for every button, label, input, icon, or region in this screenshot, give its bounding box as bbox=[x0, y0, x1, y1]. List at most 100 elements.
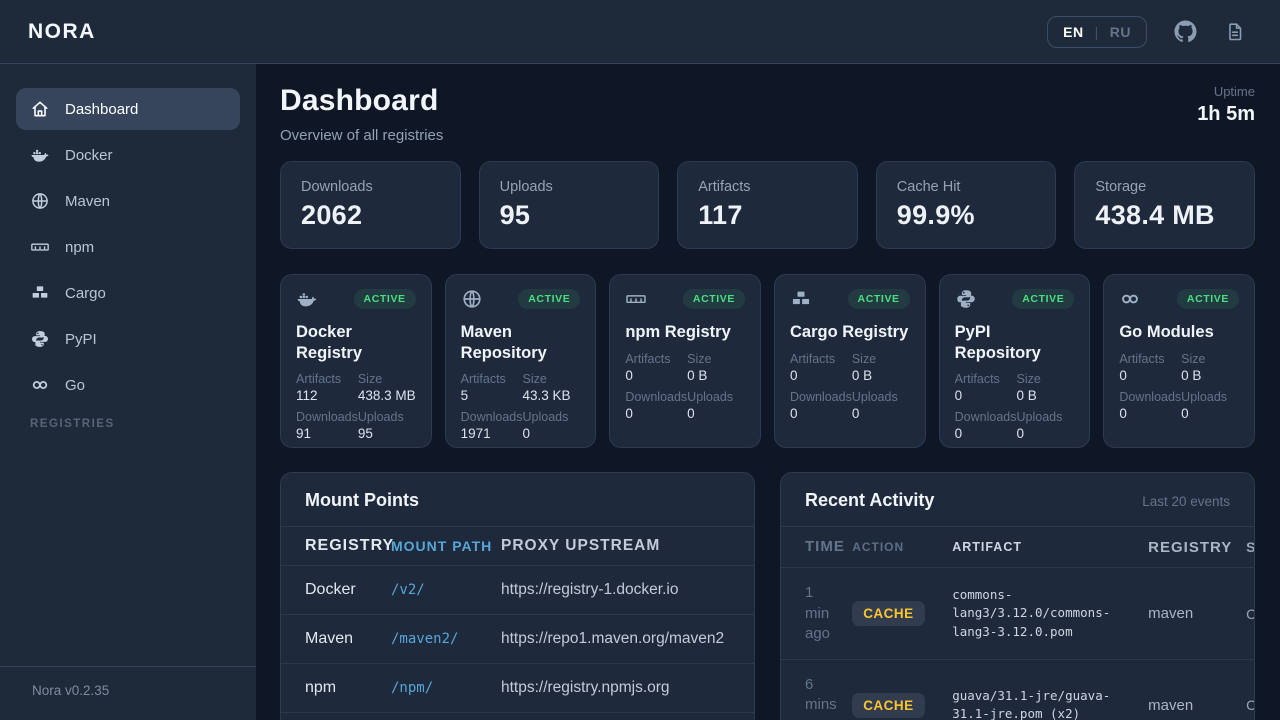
mount-path: /npm/ bbox=[379, 663, 489, 713]
mount-points-title: Mount Points bbox=[305, 490, 419, 510]
column-header-action: ACTION bbox=[840, 525, 941, 569]
stat-label: Size bbox=[1016, 372, 1041, 387]
cargo-icon bbox=[790, 288, 812, 310]
stat-value: 0 bbox=[1119, 405, 1127, 421]
uptime-value: 1h 5m bbox=[1197, 103, 1255, 125]
registry-cards-row: ACTIVE Docker Registry Artifacts 112 Size… bbox=[280, 274, 1255, 448]
activity-time: 6 mins ago bbox=[781, 659, 841, 720]
docs-icon[interactable] bbox=[1224, 21, 1246, 43]
status-badge: ACTIVE bbox=[847, 289, 910, 309]
status-badge: ACTIVE bbox=[1012, 289, 1075, 309]
stat-value: 0 bbox=[954, 426, 963, 442]
registry-card-title: npm Registry bbox=[625, 323, 731, 341]
stat-value: 0 B bbox=[851, 367, 873, 383]
stat-label: Size bbox=[687, 351, 712, 366]
mount-path: /maven2/ bbox=[379, 614, 489, 664]
sidebar-item-dashboard[interactable]: Dashboard bbox=[16, 88, 240, 130]
npm-icon bbox=[625, 288, 647, 310]
stat-label: Size bbox=[851, 351, 877, 366]
mount-points-table: REGISTRY MOUNT PATH PROXY UPSTREAM Docke… bbox=[281, 526, 754, 713]
sidebar-section-registries: REGISTRIES bbox=[30, 418, 115, 430]
stat-value: 0 bbox=[790, 367, 798, 383]
sidebar-item-docker[interactable]: Docker bbox=[16, 134, 240, 176]
activity-registry: maven bbox=[1136, 659, 1235, 720]
registry-card-go[interactable]: ACTIVE Go Modules Artifacts 0 Size 0 B Dow… bbox=[1103, 274, 1255, 448]
stat-value: 0 bbox=[625, 405, 633, 421]
sidebar-item-maven[interactable]: Maven bbox=[16, 180, 240, 222]
lang-ru-button[interactable]: RU bbox=[1109, 23, 1131, 40]
lang-en-button[interactable]: EN bbox=[1063, 23, 1084, 40]
stat-value: 0 bbox=[625, 367, 633, 383]
recent-activity-subtitle: Last 20 events bbox=[1142, 494, 1230, 509]
stat-label: Artifacts bbox=[790, 351, 836, 366]
stat-card-artifacts: Artifacts 117 bbox=[677, 161, 858, 249]
cargo-icon bbox=[30, 283, 50, 303]
stat-card-uploads: Uploads 95 bbox=[478, 161, 660, 249]
language-switcher[interactable]: EN | RU bbox=[1047, 15, 1147, 48]
main-content: Dashboard Overview of all registries Upt… bbox=[256, 64, 1280, 720]
stat-label: Uploads bbox=[687, 389, 734, 404]
sidebar-item-cargo[interactable]: Cargo bbox=[16, 272, 240, 314]
sidebar-item-npm[interactable]: npm bbox=[16, 226, 240, 268]
action-badge: CACHE bbox=[852, 601, 925, 627]
sidebar-item-go[interactable]: Go bbox=[16, 364, 240, 406]
registry-card-docker[interactable]: ACTIVE Docker Registry Artifacts 112 Size… bbox=[280, 274, 432, 448]
mount-upstream: https://registry.npmjs.org bbox=[489, 663, 754, 713]
stat-value: 0 bbox=[954, 388, 963, 404]
github-icon[interactable] bbox=[1174, 20, 1197, 43]
stat-label: Downloads bbox=[1119, 389, 1182, 404]
registry-card-npm[interactable]: ACTIVE npm Registry Artifacts 0 Size 0 B D… bbox=[609, 274, 761, 448]
stat-card-cache-hit: Cache Hit 99.9% bbox=[875, 161, 1057, 249]
stat-value: 117 bbox=[698, 200, 743, 230]
registry-card-maven[interactable]: ACTIVE Maven Repository Artifacts 5 Size 4… bbox=[444, 274, 597, 448]
column-header-artifact: ARTIFACT bbox=[940, 525, 1137, 569]
stat-value: 1971 bbox=[460, 426, 491, 442]
recent-activity-table: TIME ACTION ARTIFACT REGISTRY SOURCE 1 m… bbox=[781, 525, 1254, 720]
stat-label: Size bbox=[522, 372, 547, 387]
stat-label: Uploads bbox=[1181, 389, 1228, 404]
stat-label: Artifacts bbox=[954, 372, 1000, 387]
stat-label: Size bbox=[1181, 351, 1206, 366]
stat-value: 0 bbox=[851, 405, 860, 421]
page-title: Dashboard bbox=[280, 84, 439, 117]
go-icon bbox=[1119, 288, 1141, 310]
page-subtitle: Overview of all registries bbox=[280, 127, 444, 144]
stat-label: Downloads bbox=[790, 389, 852, 404]
stat-label: Artifacts bbox=[1119, 351, 1165, 366]
sidebar-item-label: PyPI bbox=[65, 330, 97, 348]
table-row: 1 min ago CACHE commons-lang3/3.12.0/com… bbox=[781, 567, 1254, 660]
stat-label: Downloads bbox=[954, 410, 1017, 425]
registry-card-cargo[interactable]: ACTIVE Cargo Registry Artifacts 0 Size 0 B… bbox=[774, 274, 926, 448]
activity-registry: maven bbox=[1136, 567, 1235, 660]
stat-value: 0 bbox=[687, 405, 695, 421]
registry-card-pypi[interactable]: ACTIVE PyPI Repository Artifacts 0 Size 0 … bbox=[938, 274, 1091, 448]
stat-label: Downloads bbox=[460, 410, 523, 425]
status-badge: ACTIVE bbox=[1176, 289, 1239, 309]
stat-value: 438.3 MB bbox=[357, 388, 416, 404]
sidebar-item-label: Dashboard bbox=[65, 100, 139, 118]
stat-label: Artifacts bbox=[698, 179, 751, 195]
mount-path: /v2/ bbox=[379, 565, 489, 615]
activity-artifact: commons-lang3/3.12.0/commons-lang3-3.12.… bbox=[940, 567, 1137, 660]
mount-upstream: https://repo1.maven.org/maven2 bbox=[489, 614, 754, 664]
stat-label: Artifacts bbox=[460, 372, 506, 387]
column-header-proxy-upstream: PROXY UPSTREAM bbox=[489, 526, 754, 566]
registry-card-title: Maven Repository bbox=[460, 323, 547, 362]
home-icon bbox=[30, 99, 50, 119]
page-header: Dashboard Overview of all registries Upt… bbox=[280, 84, 1255, 144]
sidebar-item-label: Maven bbox=[65, 192, 111, 210]
topbar: NORA EN | RU bbox=[0, 0, 1280, 64]
stat-label: Artifacts bbox=[625, 351, 671, 366]
sidebar-item-pypi[interactable]: PyPI bbox=[16, 318, 240, 360]
stat-label: Cache Hit bbox=[896, 179, 961, 195]
registry-card-title: Cargo Registry bbox=[790, 323, 909, 341]
stat-label: Downloads bbox=[296, 410, 358, 425]
mount-registry: Docker bbox=[281, 565, 379, 615]
activity-artifact: guava/31.1-jre/guava-31.1-jre.pom (x2) bbox=[940, 659, 1137, 720]
app-logo: NORA bbox=[28, 19, 96, 43]
go-icon bbox=[30, 375, 50, 395]
status-badge: ACTIVE bbox=[518, 289, 581, 309]
sidebar-item-label: Cargo bbox=[65, 284, 106, 302]
stat-card-downloads: Downloads 2062 bbox=[280, 161, 461, 249]
globe-icon bbox=[30, 191, 50, 211]
